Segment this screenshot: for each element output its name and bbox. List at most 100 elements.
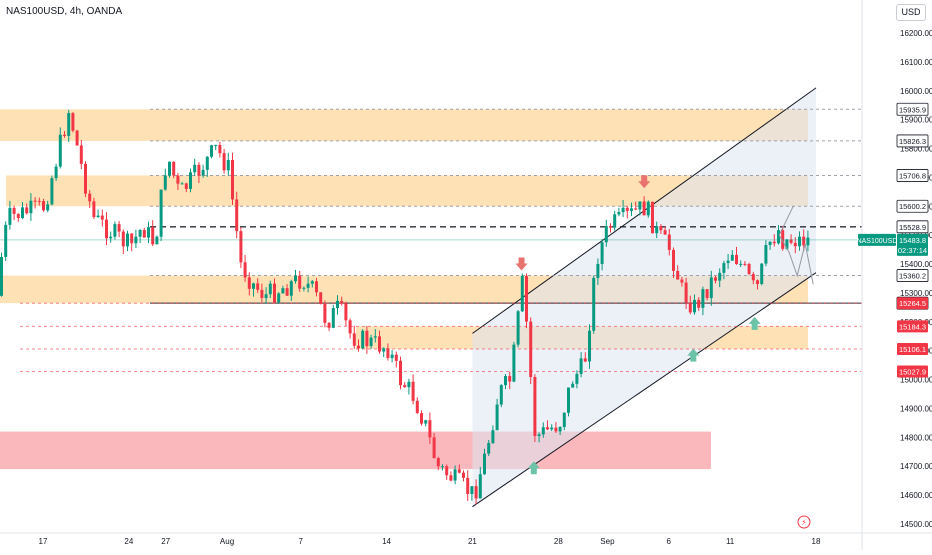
candle <box>369 337 373 347</box>
y-tick-label: 16200.00 <box>900 29 932 38</box>
candle <box>743 263 747 265</box>
level-label: 15826.3 <box>899 137 926 146</box>
level-label-bg <box>897 320 928 333</box>
candle <box>310 281 314 284</box>
candle <box>201 169 205 176</box>
candle <box>327 322 331 328</box>
candle <box>142 230 146 238</box>
candle <box>84 163 87 194</box>
candle <box>718 272 722 281</box>
candle <box>508 376 512 382</box>
candle <box>785 239 789 249</box>
candle <box>457 469 461 473</box>
candle <box>365 330 369 347</box>
candle <box>777 230 780 244</box>
y-tick-label: 15400.00 <box>900 260 932 269</box>
candle <box>592 277 596 331</box>
candle <box>25 207 29 214</box>
zone-0 <box>0 109 808 141</box>
candle <box>159 189 163 237</box>
candle <box>567 387 570 413</box>
candle <box>432 437 436 459</box>
candle <box>693 299 696 313</box>
candle <box>315 281 318 293</box>
y-tick-label: 14500.00 <box>900 520 932 529</box>
candle <box>730 254 734 261</box>
candle <box>588 330 591 362</box>
candle <box>33 200 37 202</box>
candle <box>806 237 810 246</box>
candle <box>344 303 348 321</box>
candle <box>105 219 108 239</box>
candle <box>571 383 575 388</box>
candle <box>722 263 726 273</box>
candle <box>155 236 159 245</box>
candle <box>407 381 411 388</box>
candle <box>226 159 230 171</box>
candle <box>726 260 730 264</box>
candle <box>764 245 768 264</box>
level-label: 15528.9 <box>899 223 926 232</box>
y-tick-label: 15900.00 <box>900 116 932 125</box>
bull-arrow-marker <box>687 348 700 362</box>
candle <box>798 236 801 247</box>
level-label-bg <box>896 269 929 282</box>
candle <box>130 233 134 244</box>
candle <box>79 145 83 164</box>
candle <box>525 275 528 322</box>
candle <box>516 311 520 345</box>
candle <box>138 230 142 237</box>
candle <box>453 469 457 481</box>
symbol-badge: NAS100USD <box>857 238 898 245</box>
x-tick-label: 21 <box>468 537 477 546</box>
candle <box>235 199 239 232</box>
candle <box>247 277 251 289</box>
candle <box>424 420 428 424</box>
candle <box>470 486 474 494</box>
level-label-bg <box>896 169 929 182</box>
candle <box>562 412 566 427</box>
current-price-label: 15483.8 <box>899 236 926 245</box>
candle <box>378 336 381 352</box>
y-tick-label: 15000.00 <box>900 376 932 385</box>
candle <box>109 236 113 239</box>
candle <box>756 280 759 285</box>
candle <box>781 230 785 249</box>
candle <box>180 183 184 185</box>
lightning-icon-glyph[interactable]: ⚡ <box>801 518 807 527</box>
candle <box>449 475 453 481</box>
level-label-bg <box>896 134 929 148</box>
bear-arrow-marker <box>638 175 651 189</box>
candle <box>205 156 209 170</box>
candle <box>54 166 58 179</box>
candle <box>134 236 138 244</box>
x-tick-label: 17 <box>39 537 48 546</box>
y-tick-label: 16100.00 <box>900 58 932 67</box>
candle <box>714 277 717 281</box>
candle <box>168 161 171 176</box>
candle <box>596 263 600 278</box>
candle <box>735 254 738 264</box>
candle <box>357 345 360 349</box>
currency-button[interactable]: USD <box>896 4 926 21</box>
candle <box>655 226 659 234</box>
candle <box>126 233 129 247</box>
candle <box>739 263 743 265</box>
y-tick-label: 14600.00 <box>900 491 932 500</box>
candle <box>617 212 621 215</box>
lightning-icon[interactable] <box>797 515 811 529</box>
candle <box>688 302 692 313</box>
candle <box>550 427 554 430</box>
candle <box>382 348 386 352</box>
x-tick-label: 11 <box>726 537 735 546</box>
candle <box>768 241 772 246</box>
candle <box>462 472 465 478</box>
y-tick-label: 14900.00 <box>900 404 932 413</box>
y-tick-label: 14800.00 <box>900 433 932 442</box>
candles-group <box>0 109 810 505</box>
candle <box>67 113 71 136</box>
candle <box>289 281 293 296</box>
candle <box>92 201 96 218</box>
